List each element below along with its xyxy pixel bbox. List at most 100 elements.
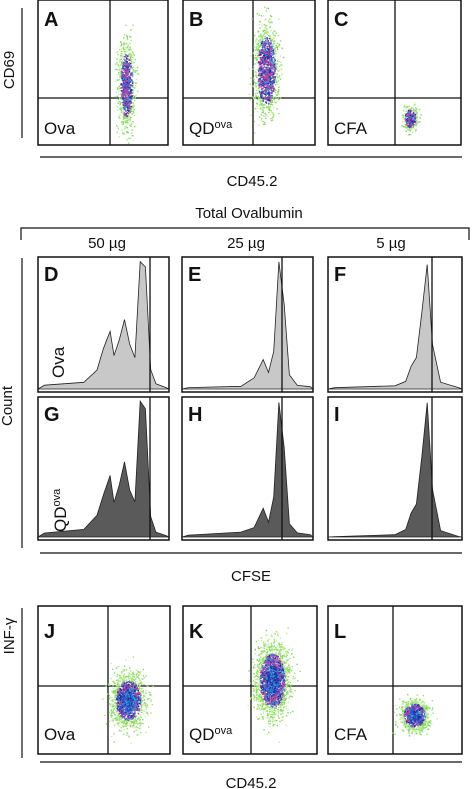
- event-dot: [266, 81, 268, 83]
- event-dot: [260, 108, 263, 110]
- event-dot: [124, 85, 126, 88]
- event-dot: [268, 54, 270, 57]
- event-dot: [409, 114, 412, 116]
- event-dot: [136, 70, 138, 72]
- event-dot: [264, 59, 266, 61]
- event-dot: [278, 60, 281, 63]
- event-dot: [127, 672, 130, 674]
- event-dot: [264, 112, 266, 115]
- event-dot: [263, 41, 265, 43]
- event-dot: [128, 702, 130, 704]
- event-dot: [265, 106, 268, 108]
- event-dot: [259, 685, 262, 688]
- event-dot: [271, 40, 273, 42]
- event-dot: [122, 699, 124, 702]
- event-dot: [134, 716, 136, 719]
- event-dot: [128, 109, 131, 112]
- event-dot: [129, 53, 132, 55]
- event-dot: [269, 81, 271, 83]
- event-dot: [270, 49, 272, 51]
- event-dot: [254, 681, 256, 683]
- event-dot: [125, 691, 127, 693]
- event-dot: [126, 65, 128, 67]
- histogram-y-axis-label: Count: [0, 385, 16, 426]
- event-dot: [134, 717, 136, 720]
- event-dot: [142, 718, 144, 721]
- event-dot: [267, 80, 269, 83]
- event-dot: [256, 49, 259, 51]
- event-dot: [274, 695, 276, 697]
- event-dot: [272, 87, 274, 89]
- event-dot: [413, 118, 416, 120]
- event-dot: [276, 108, 278, 110]
- event-dot: [269, 71, 271, 74]
- event-dot: [125, 126, 127, 128]
- panel-a-condition: Ova: [44, 119, 76, 138]
- event-dot: [129, 65, 131, 67]
- event-dot: [126, 708, 128, 710]
- event-dot: [121, 71, 123, 73]
- event-dot: [113, 691, 115, 694]
- event-dot: [124, 718, 127, 720]
- event-dot: [128, 71, 131, 73]
- event-dot: [121, 690, 124, 692]
- event-dot: [129, 86, 131, 88]
- event-dot: [279, 706, 282, 708]
- event-dot: [120, 108, 123, 111]
- event-dot: [291, 696, 294, 698]
- event-dot: [109, 704, 111, 706]
- event-dot: [279, 55, 282, 57]
- event-dot: [260, 647, 262, 649]
- event-dot: [262, 72, 264, 74]
- panel-k-scatter: [247, 627, 301, 743]
- event-dot: [270, 76, 272, 79]
- event-dot: [263, 81, 266, 83]
- event-dot: [123, 97, 126, 99]
- event-dot: [255, 73, 258, 76]
- event-dot: [129, 120, 132, 122]
- event-dot: [274, 42, 276, 44]
- event-dot: [275, 713, 278, 715]
- event-dot: [126, 76, 128, 78]
- event-dot: [405, 110, 407, 112]
- event-dot: [125, 686, 127, 689]
- event-dot: [273, 53, 275, 55]
- event-dot: [273, 75, 275, 78]
- event-dot: [261, 76, 263, 79]
- event-dot: [418, 108, 420, 111]
- event-dot: [269, 18, 271, 20]
- event-dot: [276, 73, 279, 76]
- event-dot: [406, 122, 408, 124]
- event-dot: [409, 119, 411, 121]
- event-dot: [134, 727, 136, 729]
- event-dot: [117, 93, 120, 96]
- event-dot: [265, 652, 268, 654]
- event-dot: [120, 71, 122, 73]
- event-dot: [131, 683, 133, 685]
- event-dot: [116, 698, 118, 700]
- event-dot: [262, 51, 264, 53]
- event-dot: [136, 701, 139, 703]
- event-dot: [262, 30, 265, 33]
- event-dot: [254, 683, 256, 685]
- event-dot: [253, 706, 255, 709]
- event-dot: [264, 93, 266, 96]
- event-dot: [271, 85, 273, 88]
- event-dot: [114, 714, 117, 716]
- event-dot: [119, 707, 121, 709]
- event-dot: [257, 705, 260, 707]
- event-dot: [123, 61, 125, 64]
- event-dot: [262, 642, 265, 644]
- event-dot: [123, 700, 126, 702]
- event-dot: [258, 654, 261, 656]
- event-dot: [265, 32, 267, 34]
- event-dot: [147, 685, 149, 688]
- event-dot: [262, 61, 264, 64]
- event-dot: [415, 117, 417, 119]
- event-dot: [122, 682, 124, 684]
- histogram-curve: [36, 260, 170, 390]
- event-dot: [120, 98, 122, 100]
- event-dot: [123, 677, 125, 680]
- event-dot: [121, 79, 124, 82]
- event-dot: [132, 135, 134, 137]
